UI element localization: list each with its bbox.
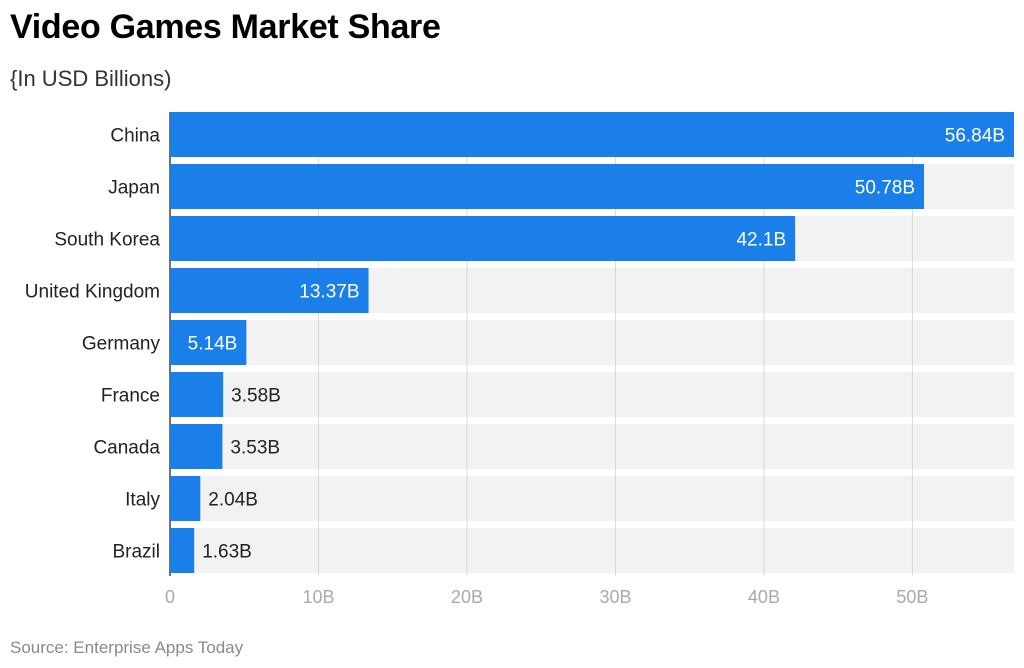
data-label: 42.1B [736, 230, 786, 251]
bar [170, 476, 201, 521]
bar [170, 372, 224, 417]
x-tick-label: 50B [896, 587, 928, 607]
source-note: Source: Enterprise Apps Today [10, 638, 244, 657]
data-label: 56.84B [945, 126, 1005, 147]
data-label: 3.53B [230, 438, 280, 459]
bar [170, 112, 1014, 157]
x-tick-label: 20B [451, 587, 483, 607]
data-labels: 56.84B 50.78B 42.1B 13.37B 5.14B 3.58B 3.53B 2.… [188, 126, 1005, 563]
category-label: South Korea [54, 230, 160, 251]
bar [170, 424, 223, 469]
bar-track [170, 372, 1014, 417]
x-tick-label: 0 [165, 587, 175, 607]
bar [170, 216, 796, 261]
bar-track [170, 424, 1014, 469]
chart-title: Video Games Market Share [10, 8, 441, 46]
data-label: 3.58B [231, 386, 281, 407]
category-label: Japan [108, 178, 160, 199]
data-label: 1.63B [202, 542, 252, 563]
category-label: Italy [125, 490, 160, 511]
bar [170, 528, 195, 573]
x-tick-label: 40B [748, 587, 780, 607]
category-label: China [110, 126, 160, 147]
data-label: 50.78B [855, 178, 915, 199]
bar [170, 320, 247, 365]
data-label: 13.37B [299, 282, 359, 303]
bar-track [170, 476, 1014, 521]
category-label: Germany [82, 334, 161, 355]
category-labels: China Japan South Korea United Kingdom Germa… [25, 126, 161, 563]
bar-track [170, 528, 1014, 573]
chart-subtitle: {In USD Billions) [10, 66, 172, 91]
data-label: 5.14B [188, 334, 238, 355]
bar [170, 268, 369, 313]
bar [170, 164, 925, 209]
category-label: France [101, 386, 160, 407]
bar-track [170, 320, 1014, 365]
x-tick-label: 10B [302, 587, 334, 607]
category-label: Brazil [112, 542, 160, 563]
x-axis-ticks: 0 10B 20B 30B 40B 50B [165, 587, 928, 607]
category-label: Canada [93, 438, 160, 459]
category-label: United Kingdom [25, 282, 160, 303]
x-tick-label: 30B [599, 587, 631, 607]
bars [170, 112, 1014, 573]
data-label: 2.04B [208, 490, 258, 511]
